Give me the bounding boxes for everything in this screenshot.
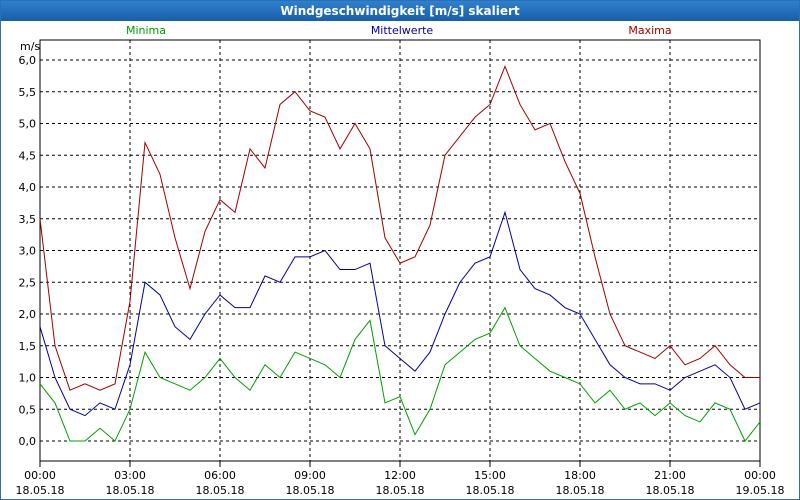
x-tick-date: 18.05.18 — [466, 484, 515, 497]
x-tick-date: 19.05.18 — [736, 484, 785, 497]
x-tick-time: 03:00 — [114, 469, 146, 482]
legend-mittelwerte: Mittelwerte — [371, 24, 434, 37]
x-tick-date: 18.05.18 — [16, 484, 65, 497]
y-tick-label: 4,0 — [19, 181, 37, 194]
x-tick-time: 12:00 — [384, 469, 416, 482]
y-tick-label: 4,5 — [19, 149, 37, 162]
x-tick-date: 18.05.18 — [556, 484, 605, 497]
y-tick-label: 3,5 — [19, 213, 37, 226]
legend-maxima: Maxima — [628, 24, 671, 37]
x-tick-date: 18.05.18 — [286, 484, 335, 497]
x-tick-date: 18.05.18 — [646, 484, 695, 497]
y-tick-label: 0,0 — [19, 435, 37, 448]
series-line-maxima — [39, 64, 760, 391]
y-axis-unit: m/s — [20, 40, 40, 53]
x-tick-time: 09:00 — [294, 469, 326, 482]
y-tick-label: 2,5 — [19, 276, 37, 289]
x-tick-date: 18.05.18 — [106, 484, 155, 497]
x-tick-time: 15:00 — [474, 469, 506, 482]
x-tick-date: 18.05.18 — [376, 484, 425, 497]
y-tick-label: 5,0 — [19, 118, 37, 131]
x-tick-time: 18:00 — [564, 469, 596, 482]
series-line-mittelwerte — [39, 210, 761, 417]
y-tick-label: 2,0 — [19, 308, 37, 321]
y-tick-label: 5,5 — [19, 86, 37, 99]
y-tick-label: 1,5 — [19, 340, 37, 353]
x-tick-date: 18.05.18 — [196, 484, 245, 497]
x-tick-time: 00:00 — [744, 469, 776, 482]
series-line-minima — [39, 306, 761, 442]
x-tick-time: 21:00 — [654, 469, 686, 482]
legend-minima: Minima — [126, 24, 166, 37]
y-tick-label: 3,0 — [19, 245, 37, 258]
window-title: Windgeschwindigkeit [m/s] skaliert — [1, 1, 799, 21]
y-tick-label: 0,5 — [19, 403, 37, 416]
x-tick-time: 06:00 — [204, 469, 236, 482]
x-tick-time: 00:00 — [24, 469, 56, 482]
y-tick-label: 1,0 — [19, 372, 37, 385]
y-tick-label: 6,0 — [19, 54, 37, 67]
